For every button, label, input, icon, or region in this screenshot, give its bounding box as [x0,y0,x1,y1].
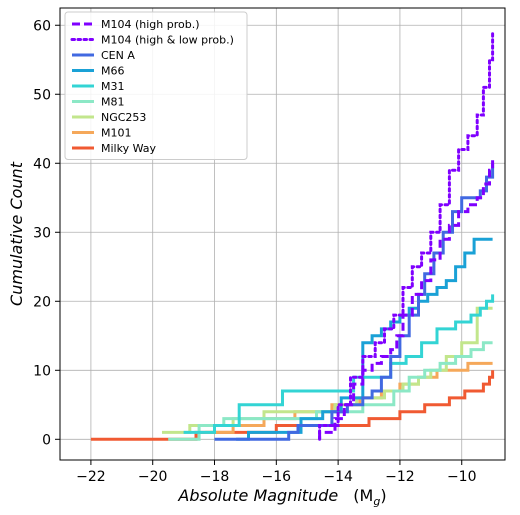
legend-label: M66 [101,65,125,78]
plot-frame [59,7,506,461]
x-tick-label: −18 [200,469,230,485]
x-tick-label: −22 [76,469,106,485]
legend-label: M104 (high prob.) [101,18,200,31]
y-axis-label: Cumulative Count [7,161,26,306]
series-line-m104-high-low-prob [318,30,495,441]
x-tick-label: −14 [323,469,353,485]
legend-label: M81 [101,96,125,109]
x-axis-label: Absolute Magnitude (Mg) [177,486,386,508]
y-tick-label: 20 [33,294,51,310]
y-tick-label: 40 [33,156,51,172]
y-tick-label: 60 [33,18,51,34]
x-axis-unit-subscript: g [373,495,380,508]
legend-label: NGC253 [101,111,146,124]
legend-label: M104 (high & low prob.) [101,34,234,47]
y-tick-label: 30 [33,225,51,241]
y-tick-label: 0 [42,432,51,448]
ticks: −22 −20 −18 −16 −14 −12 −10 0 10 20 30 40 50 60 [33,18,476,485]
legend-box [64,11,248,160]
x-tick-label: −20 [138,469,168,485]
series-line-m104-high-prob [318,156,495,440]
x-axis-unit-close: ) [380,486,386,505]
legend-label: M101 [101,127,132,140]
y-tick-label: 10 [33,363,51,379]
legend-label: CEN A [101,49,135,62]
x-tick-label: −10 [447,469,477,485]
legend-label: M31 [101,80,125,93]
series-line-m81 [168,341,493,441]
y-tick-label: 50 [33,87,51,103]
x-tick-label: −12 [385,469,415,485]
legend: M104 (high prob.) M104 (high & low prob.)… [64,11,248,160]
series-layer [90,30,495,441]
x-axis-unit-open: (M [353,486,373,505]
series-line-m31 [183,294,495,434]
series-line-cen-a [214,163,495,441]
x-axis-label-main: Absolute Magnitude [177,486,338,505]
legend-label: Milky Way [101,142,157,155]
x-tick-label: −16 [262,469,292,485]
series-line-milky-way [90,370,495,441]
series-line-m66 [236,237,493,441]
grid [60,8,505,460]
